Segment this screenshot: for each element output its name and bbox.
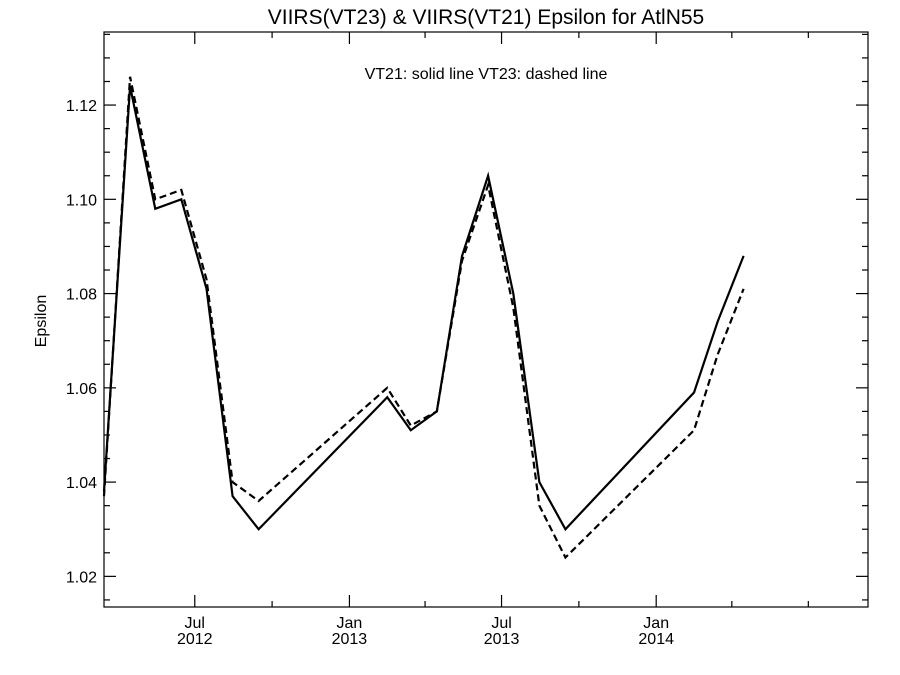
x-tick-label-month: Jan bbox=[643, 615, 669, 632]
plot-area-frame bbox=[103, 31, 869, 608]
chart-annotation: VT21: solid line VT23: dashed line bbox=[365, 66, 608, 83]
x-tick-label-year: 2014 bbox=[638, 631, 674, 648]
x-tick-label-month: Jul bbox=[491, 615, 511, 632]
x-tick-label-month: Jul bbox=[185, 615, 205, 632]
y-tick-label: 1.04 bbox=[66, 475, 97, 492]
series-line-vt21 bbox=[102, 85, 745, 532]
y-tick-label: 1.02 bbox=[66, 569, 97, 586]
y-axis: 1.02 1.04 1.06 1.08 1.10 1.12 bbox=[66, 33, 868, 601]
x-tick-label-year: 2013 bbox=[332, 631, 368, 648]
y-tick-label: 1.06 bbox=[66, 381, 97, 398]
x-tick-label-year: 2013 bbox=[484, 631, 520, 648]
series-group bbox=[102, 76, 745, 560]
chart-title: VIIRS(VT23) & VIIRS(VT21) Epsilon for At… bbox=[268, 6, 705, 29]
x-tick-label-year: 2012 bbox=[177, 631, 213, 648]
y-tick-label: 1.10 bbox=[66, 192, 97, 209]
x-tick-label-month: Jan bbox=[337, 615, 363, 632]
series-line-vt23 bbox=[102, 76, 745, 560]
y-axis-label: Epsilon bbox=[33, 295, 50, 347]
y-tick-label: 1.08 bbox=[66, 287, 97, 304]
y-tick-label: 1.12 bbox=[66, 98, 97, 115]
